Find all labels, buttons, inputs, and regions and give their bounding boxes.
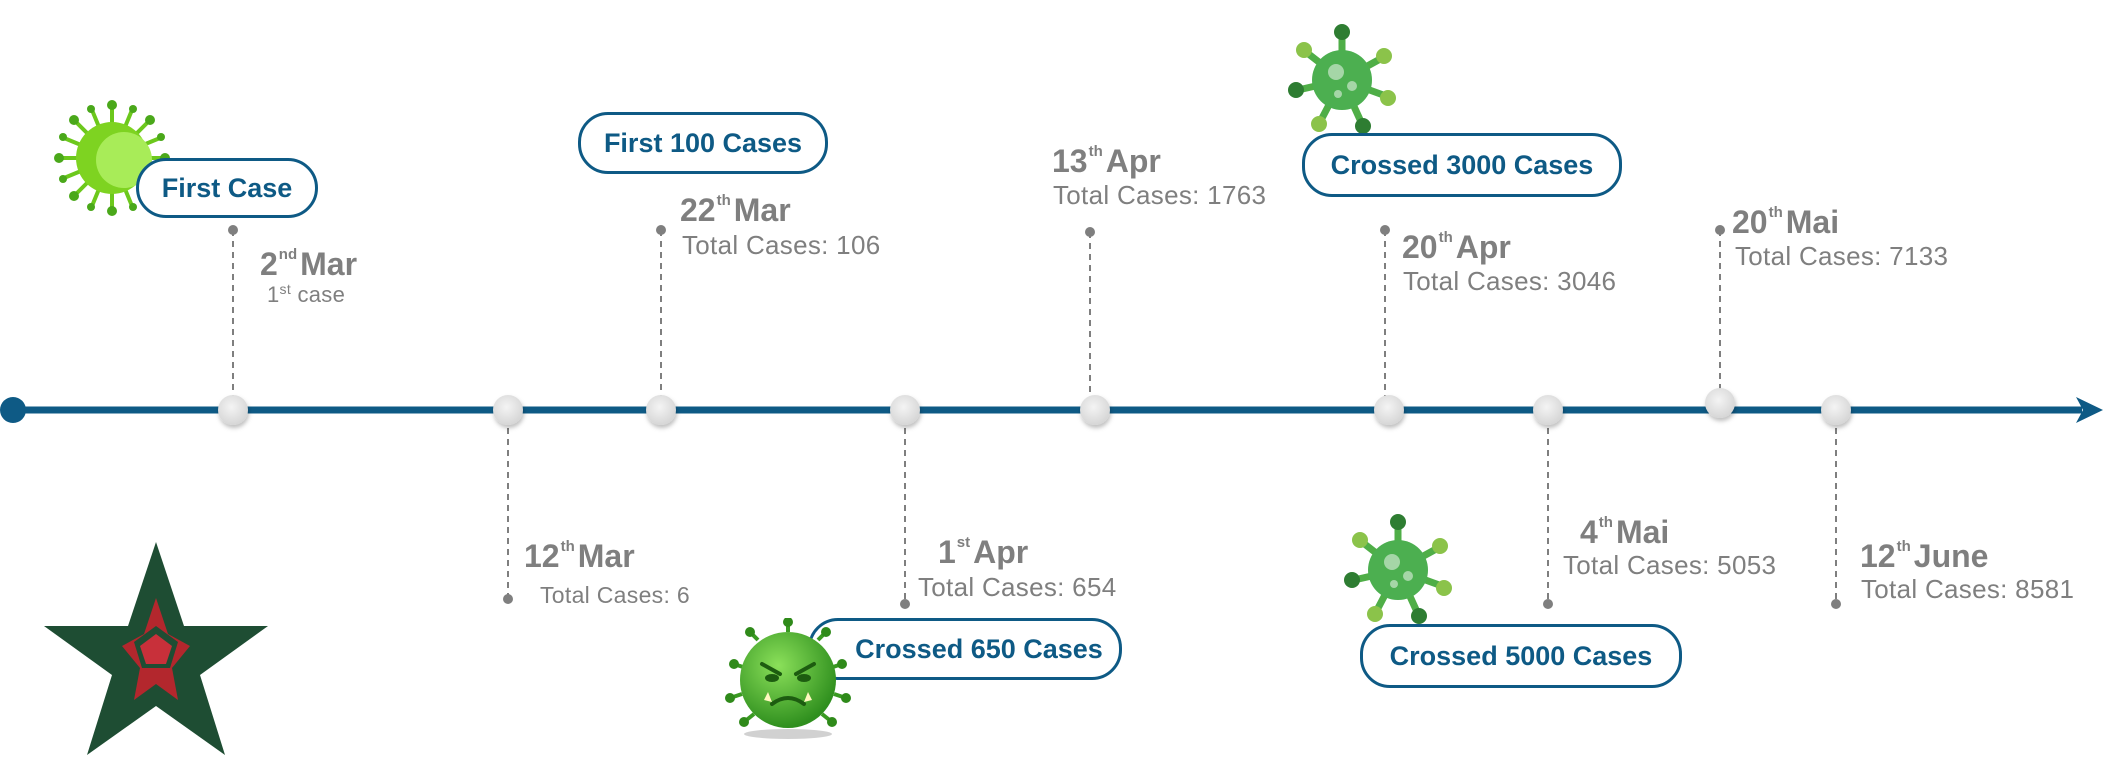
- milestone-crossed-650: Crossed 650 Cases: [808, 618, 1122, 680]
- event-total-e8: Total Cases: 7133: [1735, 241, 1949, 271]
- event-date-e8: 20thMai: [1732, 204, 1840, 240]
- timeline-axis: [0, 397, 2103, 423]
- milestone-first-100: First 100 Cases: [578, 112, 828, 174]
- event-date-e6: 20thApr: [1402, 229, 1511, 265]
- marker-e1: [218, 395, 248, 425]
- milestone-label: Crossed 5000 Cases: [1389, 640, 1653, 671]
- event-note-e1: 1st case: [267, 281, 346, 307]
- connectors: [232, 230, 1837, 603]
- milestone-label: Crossed 650 Cases: [855, 633, 1103, 664]
- virus-icon: [1344, 514, 1452, 624]
- marker-e2: [493, 395, 523, 425]
- star-emblem-icon: [44, 542, 268, 755]
- event-total-e9: Total Cases: 8581: [1861, 574, 2075, 604]
- event-date-e2: 12thMar: [524, 538, 635, 574]
- event-total-e7: Total Cases: 5053: [1563, 550, 1777, 580]
- axis-arrowhead-icon: [2076, 397, 2103, 423]
- event-total-e3: Total Cases: 106: [682, 230, 881, 260]
- event-date-e4: 1stApr: [938, 534, 1029, 570]
- marker-e9: [1821, 395, 1851, 425]
- connector-dots: [228, 225, 1841, 609]
- marker-e8: [1705, 388, 1735, 418]
- marker-e5: [1080, 395, 1110, 425]
- event-total-e2: Total Cases: 6: [540, 582, 690, 608]
- virus-icon: [1288, 24, 1396, 134]
- angry-virus-icon: [725, 618, 851, 739]
- event-date-e3: 22thMar: [680, 192, 791, 228]
- event-date-e9: 12thJune: [1860, 538, 1989, 574]
- milestone-label: Crossed 3000 Cases: [1330, 149, 1594, 180]
- event-total-e4: Total Cases: 654: [918, 572, 1117, 602]
- event-total-e5: Total Cases: 1763: [1053, 180, 1267, 210]
- milestone-crossed-5000: Crossed 5000 Cases: [1360, 624, 1682, 688]
- marker-e7: [1533, 395, 1563, 425]
- axis-start-dot: [0, 397, 26, 423]
- event-date-e1: 2ndMar: [260, 246, 358, 282]
- milestone-label: First Case: [161, 172, 293, 203]
- event-date-e5: 13thApr: [1052, 143, 1161, 179]
- event-date-e7: 4thMai: [1580, 514, 1670, 550]
- marker-e3: [646, 395, 676, 425]
- milestone-first-case: First Case: [136, 158, 318, 218]
- milestone-label: First 100 Cases: [603, 127, 803, 158]
- axis-markers: [218, 388, 1851, 425]
- marker-e6: [1374, 395, 1404, 425]
- marker-e4: [890, 395, 920, 425]
- milestone-crossed-3000: Crossed 3000 Cases: [1302, 133, 1622, 197]
- event-total-e6: Total Cases: 3046: [1403, 266, 1617, 296]
